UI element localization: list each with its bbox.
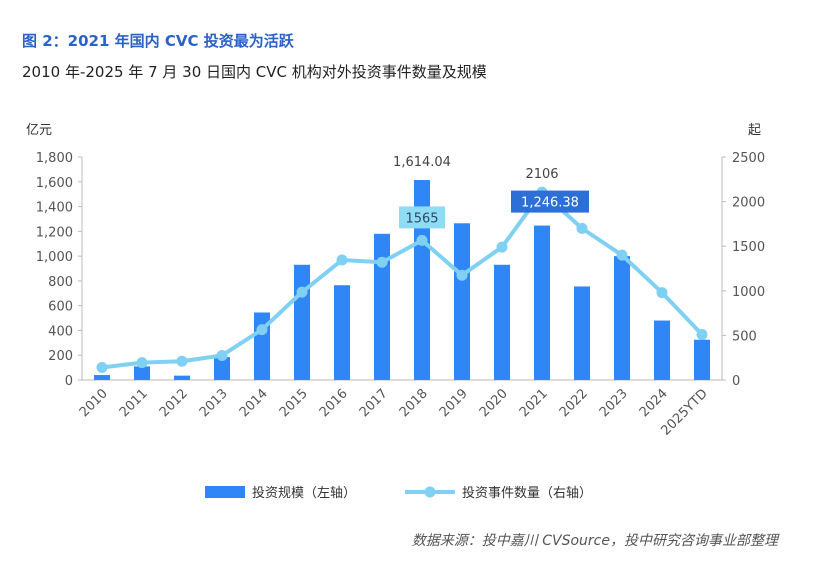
- line-point: [376, 256, 388, 268]
- right-tick-label: 2000: [732, 196, 765, 211]
- data-label-box: [399, 206, 445, 229]
- legend-swatch-bar: [205, 486, 245, 498]
- data-label: 2106: [525, 167, 558, 182]
- bar: [534, 225, 550, 380]
- x-tick-label: 2018: [397, 386, 431, 420]
- right-tick-label: 500: [732, 329, 757, 344]
- figure-title: 图 2：2021 年国内 CVC 投资最为活跃: [22, 32, 294, 50]
- x-tick-label: 2022: [557, 386, 591, 420]
- line-point: [616, 249, 628, 261]
- bar: [574, 286, 590, 380]
- data-label: 1,246.38: [521, 196, 579, 211]
- line-point: [576, 222, 588, 234]
- data-label: 1565: [405, 211, 438, 226]
- left-axis-unit: 亿元: [26, 123, 52, 138]
- bar: [614, 256, 630, 380]
- legend-label-bar: 投资规模（左轴）: [252, 485, 356, 501]
- left-tick-label: 0: [65, 374, 73, 389]
- left-tick-label: 1,200: [36, 225, 73, 240]
- x-tick-label: 2024: [637, 386, 671, 420]
- x-tick-label: 2016: [317, 386, 351, 420]
- data-label-box: [511, 190, 589, 213]
- line-series: [101, 190, 704, 370]
- line-point: [216, 349, 228, 361]
- x-tick-label: 2013: [197, 386, 231, 420]
- left-tick-label: 1,400: [36, 201, 73, 216]
- bar: [414, 180, 430, 380]
- line-point: [296, 286, 308, 298]
- right-tick-label: 1000: [732, 285, 765, 300]
- line-point: [656, 287, 668, 299]
- bar: [494, 264, 510, 380]
- line-point: [456, 269, 468, 281]
- figure-subtitle: 2010 年-2025 年 7 月 30 日国内 CVC 机构对外投资事件数量及…: [22, 63, 487, 81]
- bar: [454, 223, 470, 380]
- x-tick-label: 2017: [357, 386, 391, 420]
- bar: [654, 320, 670, 380]
- line-point: [496, 241, 508, 253]
- left-tick-label: 800: [48, 275, 73, 290]
- legend-label-line: 投资事件数量（右轴）: [462, 485, 592, 501]
- left-tick-label: 1,000: [36, 250, 73, 265]
- x-tick-label: 2012: [157, 386, 191, 420]
- line-point: [96, 362, 108, 374]
- x-tick-label: 2011: [117, 386, 151, 420]
- right-axis-unit: 起: [748, 123, 761, 138]
- right-tick-label: 2500: [732, 151, 765, 166]
- source-note: 数据来源：投中嘉川 CVSource，投中研究咨询事业部整理: [411, 533, 778, 549]
- x-tick-label: 2014: [237, 386, 271, 420]
- line-point: [696, 329, 708, 341]
- left-tick-label: 1,800: [36, 151, 73, 166]
- line-point: [336, 254, 348, 266]
- x-tick-label: 2019: [437, 386, 471, 420]
- bar: [374, 233, 390, 380]
- x-tick-label: 2023: [597, 386, 631, 420]
- bar: [174, 375, 190, 380]
- line-point: [136, 357, 148, 369]
- x-tick-label: 2010: [77, 386, 111, 420]
- line-point: [176, 355, 188, 367]
- bar: [334, 285, 350, 380]
- right-tick-label: 1500: [732, 240, 765, 255]
- left-tick-label: 400: [48, 324, 73, 339]
- data-label: 1,614.04: [393, 155, 451, 170]
- left-tick-label: 1,600: [36, 176, 73, 191]
- bar: [94, 375, 110, 380]
- x-tick-label: 2021: [517, 386, 551, 420]
- legend-swatch-marker: [424, 486, 436, 498]
- line-point: [256, 324, 268, 336]
- bar: [214, 357, 230, 380]
- bar: [134, 366, 150, 380]
- left-tick-label: 600: [48, 300, 73, 315]
- combo-chart: 0 200 400 600 800 1,000 1,200 1,400 1,600 1,800 0 5…: [26, 123, 765, 501]
- x-tick-label: 2015: [277, 386, 311, 420]
- right-tick-label: 0: [732, 374, 740, 389]
- left-tick-label: 200: [48, 349, 73, 364]
- bar: [694, 339, 710, 380]
- line-point: [416, 234, 428, 246]
- bar: [294, 264, 310, 380]
- x-tick-label: 2020: [477, 386, 511, 420]
